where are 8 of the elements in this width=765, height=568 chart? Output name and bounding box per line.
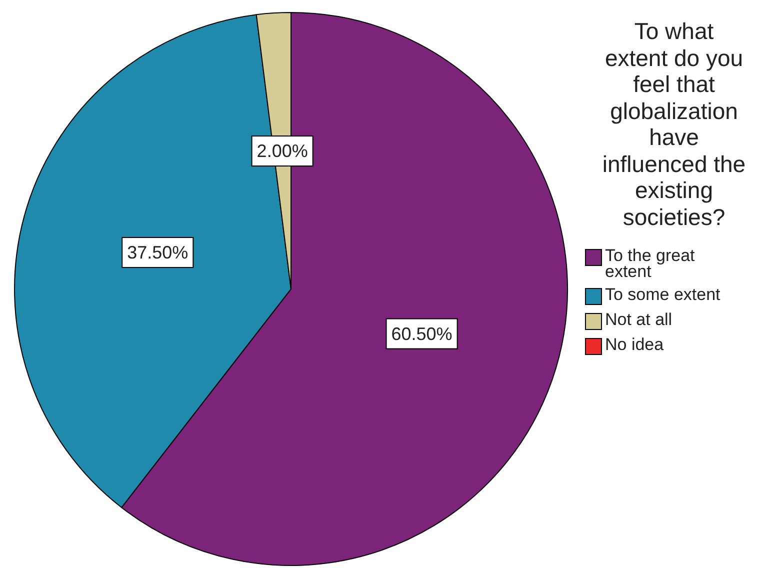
legend-title: To what extent do you feel that globalization have influenced the existing societies? [601, 18, 747, 230]
data-label: 2.00% [256, 140, 308, 161]
legend-label: To some extent [605, 285, 720, 304]
legend-label: Not at all [605, 310, 672, 329]
data-label: 60.50% [391, 324, 452, 344]
legend-label: No idea [605, 335, 664, 354]
legend-label: To the great extent [605, 246, 696, 281]
data-label: 37.50% [127, 242, 188, 262]
